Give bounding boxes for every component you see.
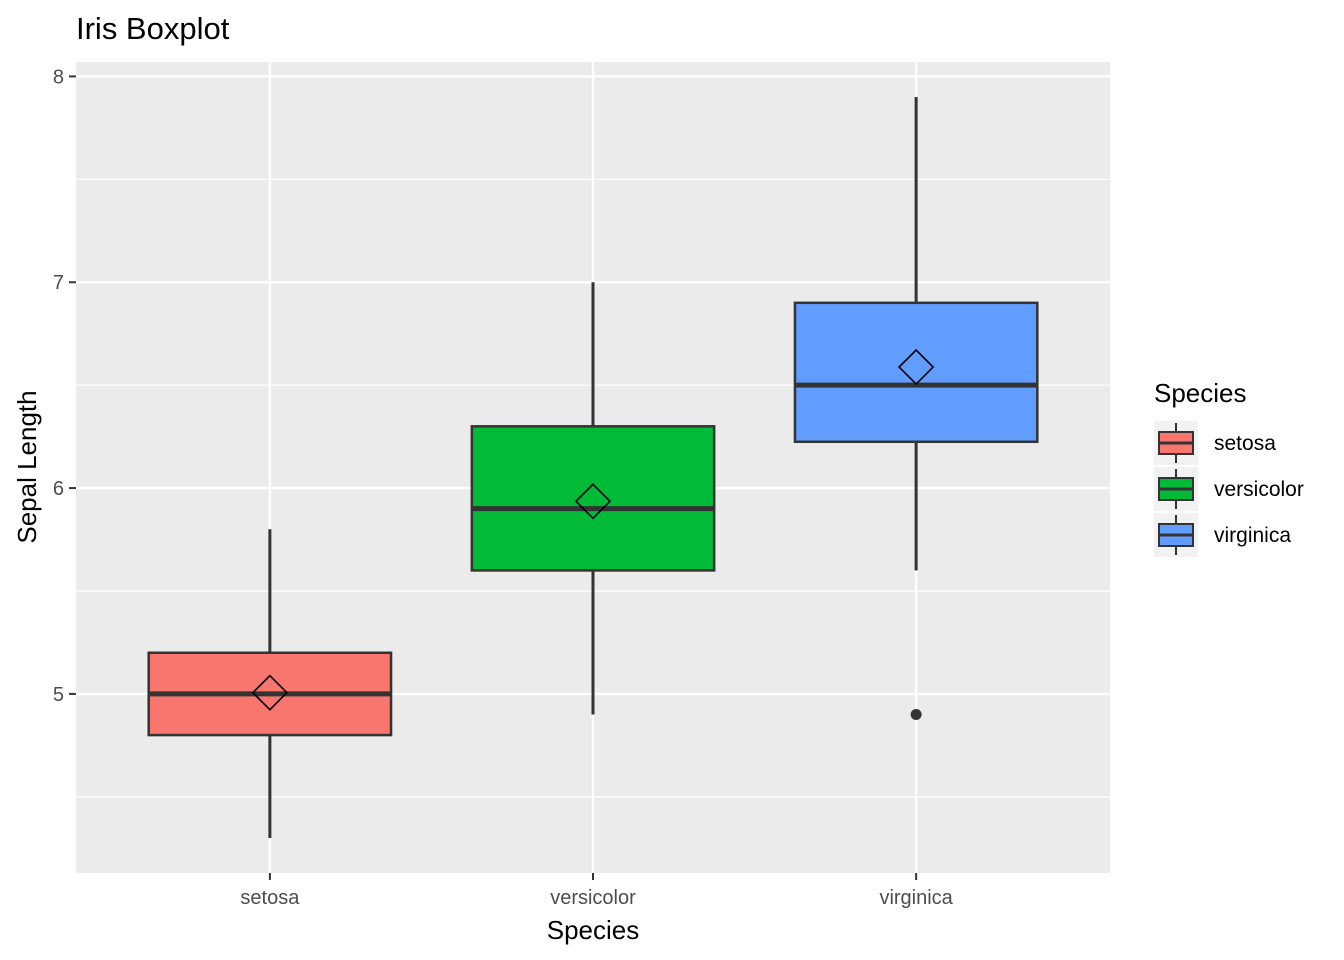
y-axis-title: Sepal Length — [12, 390, 42, 543]
legend-label: virginica — [1214, 524, 1291, 547]
mean-marker — [574, 483, 612, 520]
legend-item-versicolor: versicolor — [1154, 467, 1304, 511]
legend-label: versicolor — [1214, 478, 1304, 501]
legend-label: setosa — [1214, 432, 1276, 455]
mean-marker — [251, 674, 289, 711]
y-tick-label: 6 — [53, 478, 64, 500]
box-layer — [147, 96, 1039, 839]
legend-item-setosa: setosa — [1154, 421, 1276, 465]
x-axis: setosa versicolor virginica — [240, 873, 954, 909]
outlier-point — [910, 709, 922, 721]
y-tick-label: 7 — [53, 272, 64, 294]
chart-title: Iris Boxplot — [76, 11, 230, 46]
legend: Species setosa versicolor virginica — [1154, 378, 1304, 557]
interquartile-box — [793, 301, 1039, 444]
box-virginica — [793, 96, 1039, 721]
y-tick-label: 5 — [53, 684, 64, 706]
interquartile-box — [470, 425, 716, 572]
legend-item-virginica: virginica — [1154, 513, 1291, 557]
x-axis-title: Species — [547, 915, 640, 945]
mean-marker — [897, 348, 935, 386]
y-tick-label: 8 — [53, 66, 64, 88]
x-tick-label: setosa — [240, 887, 300, 909]
x-tick-label: versicolor — [550, 887, 636, 909]
y-axis: 5 6 7 8 — [53, 66, 76, 706]
box-versicolor — [470, 282, 716, 715]
x-tick-label: virginica — [879, 887, 953, 909]
box-setosa — [147, 529, 393, 839]
legend-title: Species — [1154, 378, 1247, 408]
